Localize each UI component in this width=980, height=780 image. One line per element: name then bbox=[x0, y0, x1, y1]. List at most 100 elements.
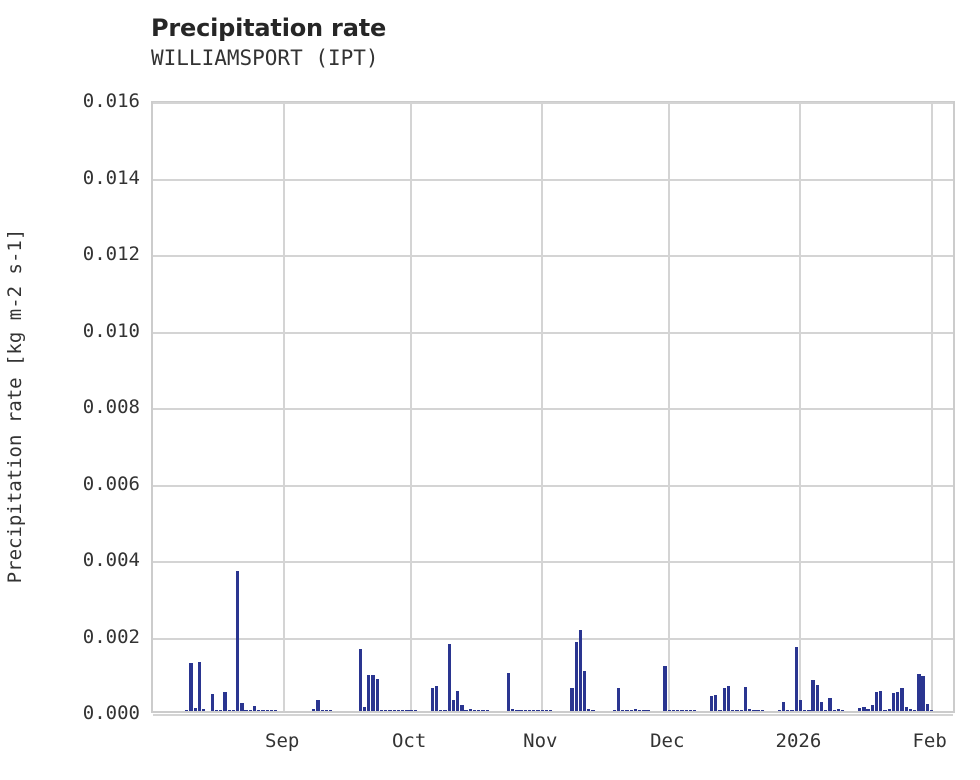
bar bbox=[756, 709, 760, 711]
bar bbox=[329, 709, 333, 711]
bar bbox=[274, 709, 278, 711]
bar bbox=[214, 709, 219, 711]
bar bbox=[257, 709, 261, 711]
x-tick-label: Dec bbox=[650, 730, 685, 752]
bar bbox=[523, 709, 528, 711]
bar bbox=[896, 691, 900, 711]
bar bbox=[714, 694, 718, 711]
bar bbox=[456, 690, 460, 711]
bar bbox=[451, 699, 456, 711]
bar bbox=[921, 675, 925, 711]
gridline-horizontal bbox=[153, 637, 953, 640]
x-tick-label: 2026 bbox=[775, 730, 822, 752]
y-axis-tick-labels: 0.000 0.002 0.004 0.006 0.008 0.010 0.012 0.014… bbox=[0, 0, 140, 780]
bar bbox=[401, 709, 405, 711]
bar bbox=[252, 705, 257, 711]
bar bbox=[570, 688, 574, 711]
bar bbox=[261, 709, 265, 711]
bar bbox=[578, 629, 583, 711]
bar bbox=[460, 705, 464, 711]
bar bbox=[413, 709, 417, 711]
bar bbox=[663, 665, 667, 711]
bar bbox=[874, 691, 879, 711]
bar bbox=[887, 709, 891, 711]
bar bbox=[219, 709, 223, 711]
bar bbox=[633, 709, 638, 711]
y-tick-label: 0.004 bbox=[82, 549, 140, 571]
bar bbox=[616, 688, 621, 711]
bar bbox=[798, 700, 803, 711]
bar bbox=[819, 701, 824, 711]
y-tick-label: 0.006 bbox=[82, 472, 140, 495]
bar bbox=[536, 709, 540, 711]
bar bbox=[625, 709, 629, 711]
bar bbox=[362, 706, 367, 711]
bar bbox=[549, 709, 553, 711]
y-tick-label: 0.000 bbox=[82, 702, 140, 724]
y-tick-label: 0.014 bbox=[82, 166, 140, 189]
title-block: Precipitation rate WILLIAMSPORT (IPT) bbox=[151, 14, 851, 71]
bar bbox=[752, 709, 756, 711]
bar bbox=[731, 709, 735, 711]
gridline-horizontal bbox=[153, 331, 953, 334]
bar bbox=[743, 687, 748, 711]
bar bbox=[870, 705, 874, 711]
bar bbox=[375, 678, 379, 711]
bar bbox=[371, 675, 375, 711]
bar bbox=[574, 642, 578, 711]
bar bbox=[485, 709, 489, 711]
x-tick-label: Feb bbox=[912, 730, 947, 752]
bar bbox=[883, 709, 887, 711]
bar bbox=[447, 644, 451, 711]
y-tick-label: 0.008 bbox=[82, 396, 140, 418]
gridline-horizontal bbox=[153, 561, 953, 563]
bar bbox=[794, 646, 798, 711]
bar bbox=[612, 709, 616, 711]
gridline-horizontal bbox=[153, 408, 953, 410]
chart-subtitle: WILLIAMSPORT (IPT) bbox=[151, 46, 379, 70]
bar bbox=[841, 709, 845, 711]
bar bbox=[189, 663, 193, 711]
bar bbox=[434, 685, 439, 711]
bar bbox=[384, 709, 388, 711]
bar bbox=[832, 709, 836, 711]
gridline-vertical bbox=[410, 103, 413, 711]
bar bbox=[591, 709, 595, 711]
bar bbox=[477, 709, 481, 711]
bar bbox=[231, 709, 236, 711]
bar bbox=[468, 709, 472, 711]
bar bbox=[879, 691, 883, 711]
bar bbox=[891, 692, 896, 711]
plot-area bbox=[151, 101, 955, 716]
x-tick-label: Sep bbox=[265, 730, 300, 752]
bar bbox=[917, 674, 921, 711]
gridline-horizontal bbox=[153, 714, 953, 716]
bar bbox=[824, 709, 828, 711]
page-title: Precipitation rate bbox=[151, 14, 387, 42]
bar bbox=[235, 570, 240, 711]
bar bbox=[709, 695, 714, 711]
bar bbox=[748, 709, 752, 711]
gridline-horizontal bbox=[153, 102, 953, 104]
gridline-vertical bbox=[930, 103, 933, 711]
gridline-vertical bbox=[541, 103, 544, 711]
bar bbox=[320, 709, 324, 711]
bar bbox=[667, 709, 671, 711]
bar bbox=[519, 709, 523, 711]
bar bbox=[527, 709, 532, 711]
bar bbox=[807, 709, 811, 711]
bar bbox=[735, 709, 739, 711]
bar bbox=[210, 693, 214, 711]
bar bbox=[642, 709, 646, 711]
bar bbox=[185, 709, 189, 711]
bar bbox=[481, 709, 485, 711]
bar bbox=[464, 709, 468, 711]
bar bbox=[409, 709, 413, 711]
bar bbox=[811, 679, 815, 711]
gridline-horizontal bbox=[153, 484, 953, 487]
bar bbox=[439, 709, 443, 711]
bar bbox=[815, 685, 819, 711]
bar bbox=[760, 709, 764, 711]
x-tick-label: Nov bbox=[523, 730, 558, 752]
